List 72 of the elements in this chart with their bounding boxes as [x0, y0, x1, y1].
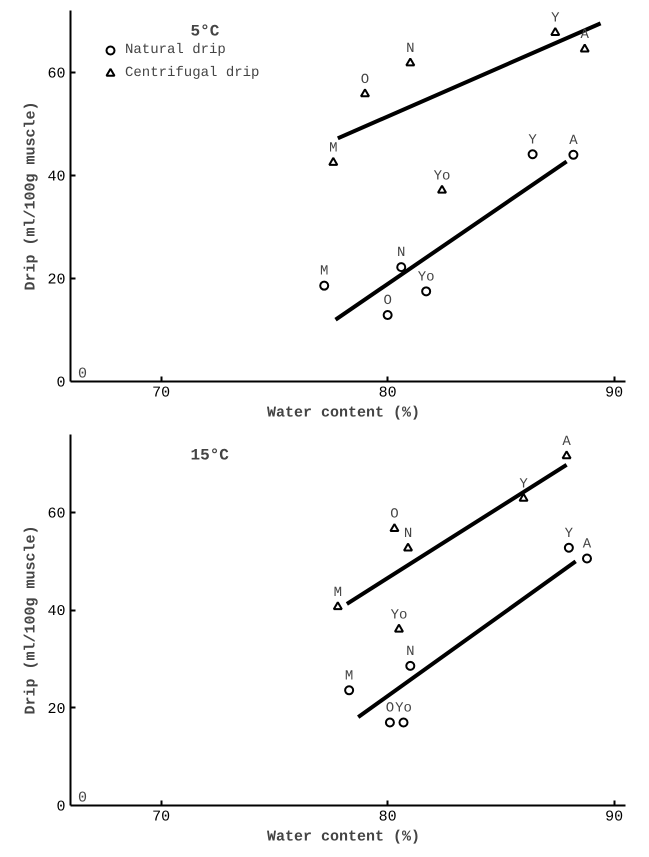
annotation: 0 [78, 366, 88, 382]
x-tick-label: 80 [378, 808, 397, 826]
annotation: M [329, 140, 338, 157]
annotation: A [582, 536, 592, 552]
annotation: Y [551, 10, 560, 27]
point [328, 156, 338, 166]
annotation: Yo [434, 168, 450, 184]
point [405, 57, 416, 66]
annotation: Yo [418, 269, 435, 286]
x-tick-label: 80 [378, 384, 397, 402]
annotation: Y [564, 526, 574, 542]
point [564, 542, 574, 553]
annotation: A [569, 132, 578, 149]
x-axis-title: Water content (%) [266, 404, 420, 422]
annotation: Yo [390, 607, 408, 624]
y-tick-label: 0 [56, 798, 66, 816]
annotation: O [390, 506, 399, 523]
x-axis-title: Water content (%) [266, 828, 420, 846]
annotation: M [344, 668, 354, 684]
legend-label: Centrifugal drip [125, 65, 260, 81]
y-tick-label: 0 [56, 374, 66, 392]
point [382, 310, 393, 320]
text: 15°C [190, 446, 230, 464]
annotation: Y [519, 476, 528, 492]
annotation: M [334, 584, 342, 601]
annotation: Yo [395, 700, 412, 717]
point [332, 601, 343, 610]
point [360, 88, 370, 98]
point [396, 262, 406, 272]
y-tick-label: 60 [47, 65, 66, 82]
x-tick-label: 90 [605, 808, 624, 826]
annotation: A [562, 434, 572, 450]
annotation: Y [528, 132, 538, 148]
point [421, 286, 432, 296]
annotation: N [397, 245, 406, 262]
x-tick-label: 90 [605, 384, 624, 402]
y-tick-label: 60 [47, 506, 66, 523]
y-axis-title: Drip (ml/100g muscle) [22, 101, 40, 291]
annotation: M [320, 264, 328, 280]
point [394, 624, 404, 633]
x-tick-label: 70 [152, 808, 170, 826]
point [568, 150, 578, 160]
point [550, 27, 560, 36]
point [405, 660, 416, 671]
annotation: A [580, 27, 590, 44]
point [580, 44, 590, 52]
annotation: O [360, 72, 370, 88]
point [437, 184, 448, 194]
y-tick-label: 20 [47, 700, 66, 718]
y-tick-label: 20 [47, 271, 66, 288]
x-tick-label: 70 [152, 384, 170, 402]
y-tick-label: 40 [47, 168, 66, 186]
annotation: O [386, 700, 394, 717]
annotation: N [406, 644, 414, 660]
legend-label: Natural drip [125, 42, 226, 58]
annotation: N [406, 41, 414, 58]
point [389, 523, 400, 532]
text: 5°C [190, 22, 220, 40]
point [562, 450, 572, 460]
point [384, 718, 395, 728]
y-axis-title: Drip (ml/100g muscle) [22, 525, 40, 715]
point [518, 492, 529, 502]
point [398, 718, 408, 728]
point [528, 149, 538, 160]
annotation: 0 [78, 790, 88, 806]
annotation: O [383, 293, 392, 310]
point [319, 280, 330, 291]
y-tick-label: 40 [47, 603, 66, 620]
annotation: N [404, 526, 412, 542]
point [344, 685, 354, 696]
point [403, 542, 414, 552]
point [582, 554, 592, 564]
